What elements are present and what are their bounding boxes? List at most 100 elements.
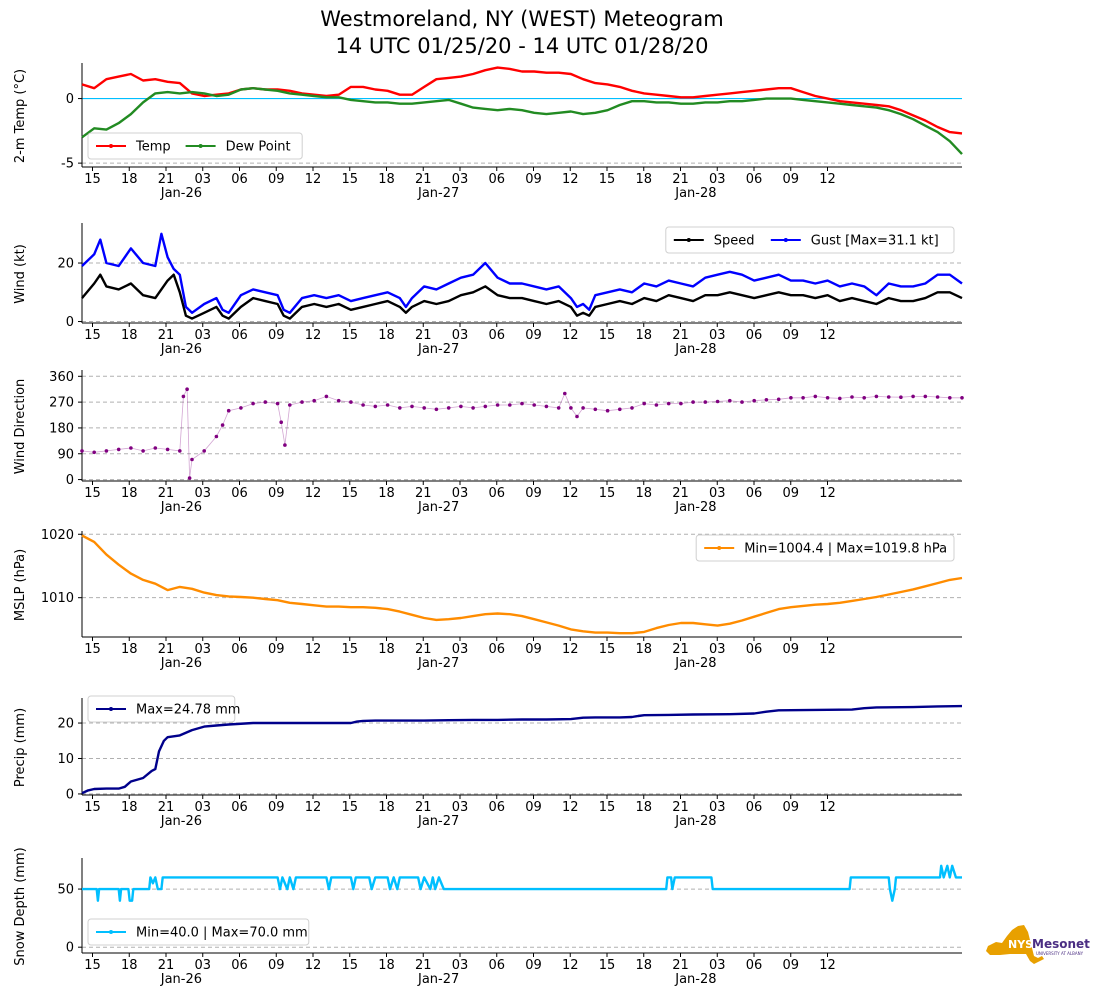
x-tick-label: 21 [415,328,432,343]
panel-wind: 0 20 Wind (kt) 15 18 21 03 06 09 12 15 18 21 03 06 09 12… [13,223,963,357]
data-point [960,396,964,400]
data-point [129,446,133,450]
y-axis-label: 2-m Temp (°C) [13,69,28,163]
x-tick-label: 09 [268,172,285,187]
x-tick-label: 21 [672,486,689,501]
data-point [862,396,866,400]
x-tick-label: 09 [782,958,799,973]
legend: Min=1004.4 | Max=1019.8 hPa [695,534,955,562]
x-date-label: Jan-27 [417,500,459,515]
legend-box [87,695,236,723]
x-tick-label: 09 [525,958,542,973]
data-point [239,406,243,410]
x-date-label: Jan-26 [160,186,202,201]
x-tick-label: 03 [452,958,469,973]
y-tick-label: 20 [57,257,74,272]
legend-swatch-marker [198,144,203,148]
data-point [911,394,915,399]
data-point [728,398,732,403]
data-point [385,403,390,407]
x-tick-label: 18 [635,958,652,973]
data-point [104,449,109,453]
series-line-snow-depth [82,864,962,902]
legend-label: Speed [714,234,755,249]
y-axis-label: Wind (kt) [13,244,28,304]
data-point [654,403,659,407]
data-point [495,403,500,407]
data-point [220,423,225,427]
legend-swatch-marker [686,238,691,242]
data-point [434,407,439,412]
legend-swatch-marker [717,546,722,550]
y-tick-label: 10 [57,752,74,767]
x-tick-label: 15 [341,328,358,343]
x-tick-label: 18 [121,328,138,343]
y-axis-label: Snow Depth (mm) [13,847,28,965]
x-tick-label: 03 [709,172,726,187]
x-tick-label: 18 [635,642,652,657]
data-point [789,396,793,400]
x-tick-label: 21 [672,328,689,343]
x-tick-label: 18 [121,800,138,815]
y-axis-label: Precip (mm) [13,708,28,787]
x-tick-label: 06 [746,642,763,657]
data-point [165,447,170,452]
x-tick-label: 18 [121,642,138,657]
x-date-label: Jan-28 [674,500,716,515]
series-line-speed [81,273,963,320]
series-line-dew-point [81,86,963,155]
x-tick-label: 09 [782,172,799,187]
y-tick-label: 0 [66,315,74,330]
data-point [202,449,206,453]
x-tick-label: 21 [415,958,432,973]
data-point [593,407,598,412]
data-point [185,387,189,392]
x-tick-label: 21 [158,642,175,657]
data-point [715,399,720,404]
x-tick-label: 12 [305,800,322,815]
x-tick-label: 03 [709,328,726,343]
x-tick-label: 21 [158,328,175,343]
x-tick-label: 15 [84,486,101,501]
x-date-label: Jan-28 [674,656,716,671]
x-tick-label: 06 [231,800,248,815]
x-tick-label: 18 [635,172,652,187]
x-tick-label: 06 [231,328,248,343]
data-point [141,449,145,453]
x-tick-label: 21 [158,172,175,187]
data-point [520,401,524,406]
x-tick-label: 09 [782,486,799,501]
x-tick-label: 21 [672,958,689,973]
data-point [410,404,414,409]
data-point [361,403,365,407]
x-tick-label: 15 [599,958,616,973]
data-point [935,395,940,399]
chart-title: Westmoreland, NY (WEST) Meteogram 14 UTC… [0,6,1044,60]
data-point [336,398,341,403]
x-tick-label: 15 [84,642,101,657]
legend-box [87,918,310,946]
x-date-label: Jan-26 [160,342,202,357]
x-tick-label: 18 [635,328,652,343]
x-tick-label: 15 [599,800,616,815]
data-point [251,401,255,406]
x-tick-label: 12 [305,486,322,501]
data-point [532,403,536,407]
x-tick-label: 06 [488,800,505,815]
data-point [801,396,805,400]
x-tick-label: 15 [341,800,358,815]
x-tick-label: 15 [84,328,101,343]
data-point [324,394,329,399]
x-tick-label: 09 [268,642,285,657]
x-tick-label: 18 [378,486,395,501]
x-tick-label: 09 [268,328,285,343]
data-point [187,476,192,480]
x-tick-label: 12 [819,486,836,501]
data-point [398,406,402,410]
data-point [642,401,646,406]
data-point [283,443,287,447]
data-point [483,404,488,409]
x-date-label: Jan-27 [417,656,459,671]
legend-label: Min=1004.4 | Max=1019.8 hPa [744,542,947,557]
